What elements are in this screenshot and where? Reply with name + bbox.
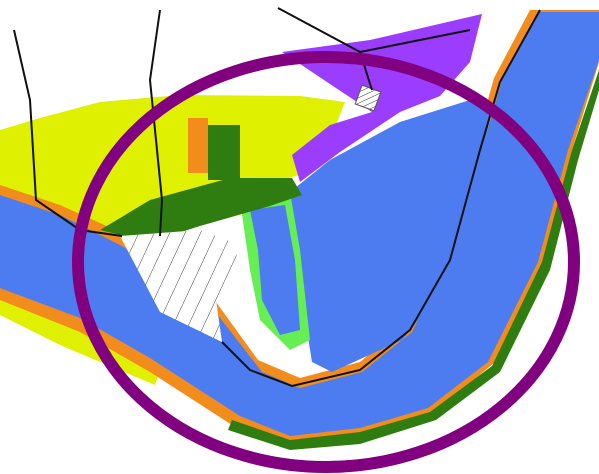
forest-block xyxy=(208,125,240,180)
road xyxy=(13,29,123,237)
road xyxy=(359,29,471,53)
highlight-ellipse xyxy=(72,51,580,473)
pond xyxy=(250,205,300,335)
road xyxy=(148,9,164,237)
orange-block xyxy=(188,118,208,173)
hatched-area xyxy=(120,230,242,342)
dark-green-bank xyxy=(228,70,599,450)
forest xyxy=(100,178,302,242)
basin xyxy=(290,100,492,372)
river xyxy=(0,12,599,436)
